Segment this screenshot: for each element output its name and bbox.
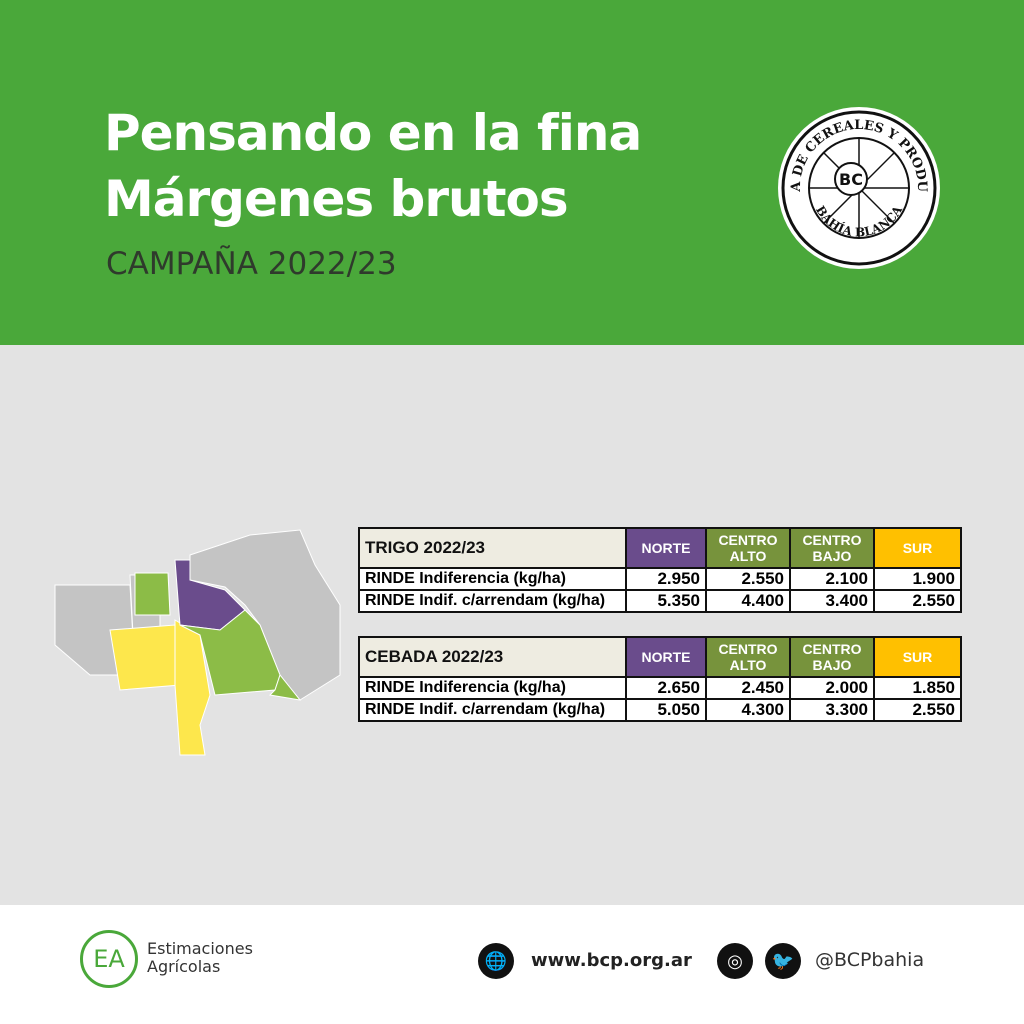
cell: 4.300 (705, 698, 791, 722)
col-centro-bajo: CENTRO BAJO (789, 636, 875, 678)
cebada-table: CEBADA 2022/23 NORTE CENTRO ALTO CENTRO … (358, 636, 962, 722)
cell: 1.900 (873, 567, 962, 591)
brand-line-2: Agrícolas (147, 957, 221, 976)
col-centro-bajo: CENTRO BAJO (789, 527, 875, 569)
cell: 2.950 (625, 567, 707, 591)
table-row: RINDE Indiferencia (kg/ha) 2.950 2.550 2… (358, 567, 962, 591)
cell: 2.550 (705, 567, 791, 591)
bcp-logo: BOLSA DE CEREALES Y PRODUCTOS BAHÍA BLAN… (772, 96, 940, 269)
cell: 2.550 (873, 589, 962, 613)
cell: 5.050 (625, 698, 707, 722)
table-header-row: CEBADA 2022/23 NORTE CENTRO ALTO CENTRO … (358, 636, 962, 678)
brand-line-1: Estimaciones (147, 939, 253, 958)
cell: 3.300 (789, 698, 875, 722)
cell: 2.000 (789, 676, 875, 700)
cell: 2.650 (625, 676, 707, 700)
col-norte: NORTE (625, 636, 707, 678)
table-header-row: TRIGO 2022/23 NORTE CENTRO ALTO CENTRO B… (358, 527, 962, 569)
map-region-centro-alto-west (134, 572, 171, 616)
footer: EA Estimaciones Agrícolas 🌐 www.bcp.org.… (0, 905, 1024, 1024)
header-banner: Pensando en la fina Márgenes brutos CAMP… (0, 0, 1024, 345)
website-link[interactable]: www.bcp.org.ar (531, 950, 692, 971)
cell: 4.400 (705, 589, 791, 613)
col-sur: SUR (873, 636, 962, 678)
col-centro-alto: CENTRO ALTO (705, 636, 791, 678)
trigo-table: TRIGO 2022/23 NORTE CENTRO ALTO CENTRO B… (358, 527, 962, 613)
map-region-sur (174, 619, 211, 756)
title-line-2: Márgenes brutos (104, 170, 569, 228)
table-row: RINDE Indif. c/arrendam (kg/ha) 5.050 4.… (358, 698, 962, 722)
col-norte: NORTE (625, 527, 707, 569)
row-label: RINDE Indif. c/arrendam (kg/ha) (358, 589, 627, 613)
table-title: TRIGO 2022/23 (358, 527, 627, 569)
globe-icon: 🌐 (478, 943, 514, 979)
cell: 2.450 (705, 676, 791, 700)
col-centro-alto: CENTRO ALTO (705, 527, 791, 569)
cell: 3.400 (789, 589, 875, 613)
title-line-1: Pensando en la fina (104, 104, 642, 162)
social-handle[interactable]: @BCPbahia (815, 949, 925, 971)
row-label: RINDE Indif. c/arrendam (kg/ha) (358, 698, 627, 722)
map-region-sur-west (109, 624, 181, 691)
cell: 1.850 (873, 676, 962, 700)
cell: 2.550 (873, 698, 962, 722)
col-sur: SUR (873, 527, 962, 569)
cell: 2.100 (789, 567, 875, 591)
svg-text:BC: BC (839, 170, 863, 189)
cell: 5.350 (625, 589, 707, 613)
table-row: RINDE Indiferencia (kg/ha) 2.650 2.450 2… (358, 676, 962, 700)
ea-logo-icon: EA (80, 930, 138, 988)
row-label: RINDE Indiferencia (kg/ha) (358, 676, 627, 700)
row-label: RINDE Indiferencia (kg/ha) (358, 567, 627, 591)
province-map (50, 525, 350, 765)
twitter-icon[interactable]: 🐦 (765, 943, 801, 979)
table-row: RINDE Indif. c/arrendam (kg/ha) 5.350 4.… (358, 589, 962, 613)
subtitle: CAMPAÑA 2022/23 (106, 246, 397, 282)
instagram-icon[interactable]: ◎ (717, 943, 753, 979)
table-title: CEBADA 2022/23 (358, 636, 627, 678)
